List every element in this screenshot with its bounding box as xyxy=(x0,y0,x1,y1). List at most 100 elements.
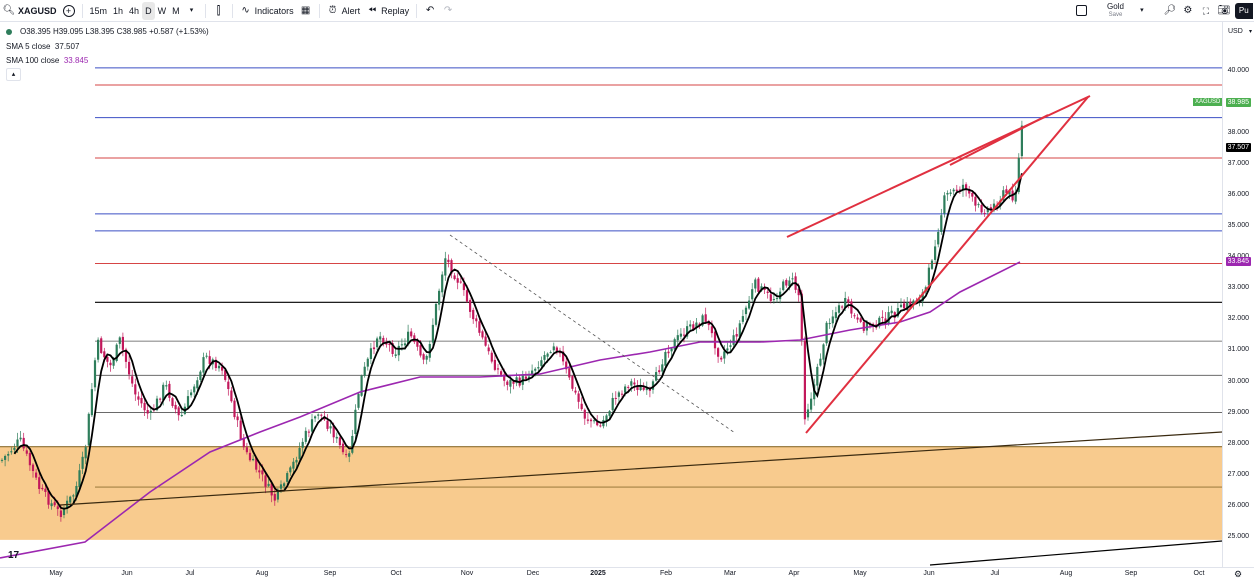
candle-body xyxy=(190,392,193,396)
candle-body xyxy=(465,290,469,302)
candle-body xyxy=(785,279,788,286)
candle-body xyxy=(614,397,617,399)
time-axis[interactable]: May Jun Jul Aug Sep Oct Nov Dec 2025 Feb Mar Apr May… xyxy=(0,550,1254,581)
indicators-button[interactable]: ∿ Indicators xyxy=(237,2,297,20)
candle-body xyxy=(270,483,273,496)
interval-15m-button[interactable]: 15m xyxy=(89,5,108,16)
publish-button[interactable]: Pu xyxy=(1234,2,1253,19)
compare-button[interactable]: + xyxy=(60,2,78,20)
currency-dropdown-icon[interactable]: ▾ xyxy=(1248,29,1252,35)
candle-body xyxy=(44,488,47,492)
candle-body xyxy=(124,349,128,362)
candle-body xyxy=(385,343,388,345)
close-value: 38.985 xyxy=(122,27,147,36)
candle-body xyxy=(168,383,171,398)
candle-body xyxy=(605,415,608,422)
price-tick: 29.000 xyxy=(1227,408,1249,416)
interval-dropdown[interactable]: ▾ xyxy=(183,2,201,20)
candle-body xyxy=(78,470,81,488)
candle-body xyxy=(593,420,596,422)
axis-settings-icon[interactable]: ⚙︎ xyxy=(1234,569,1243,579)
candle-body xyxy=(97,339,100,360)
candle-body xyxy=(822,344,825,360)
settings-button[interactable]: ⚙︎ xyxy=(1179,2,1197,20)
sma100-legend[interactable]: SMA 100 close 33.845 xyxy=(6,56,88,65)
snapshot-button[interactable]: 📷︎ xyxy=(1215,2,1233,20)
candle-body xyxy=(543,355,546,360)
candle-body xyxy=(534,368,537,371)
toolbar-divider xyxy=(318,3,320,18)
interval-4h-button[interactable]: 4h xyxy=(129,5,140,16)
candle-body xyxy=(735,334,738,337)
candle-body xyxy=(410,331,413,337)
candle-body xyxy=(639,385,642,391)
price-chart[interactable] xyxy=(0,22,1222,567)
chart-type-button[interactable]: ⫿ xyxy=(210,2,228,20)
time-tick: Jul xyxy=(185,570,195,577)
candle-body xyxy=(50,503,53,507)
layout-name-button[interactable]: Gold Save xyxy=(1104,1,1127,21)
fullscreen-button[interactable]: ⛶ xyxy=(1197,2,1215,20)
candle-body xyxy=(617,392,620,397)
candle-body xyxy=(893,312,896,318)
candle-body xyxy=(896,308,899,317)
candle-body xyxy=(555,347,558,352)
templates-button[interactable]: ▦ xyxy=(297,2,315,20)
candle-body xyxy=(506,381,509,385)
candle-body xyxy=(887,312,890,324)
candle-body xyxy=(853,315,856,317)
candle-body xyxy=(961,184,965,190)
redo-button[interactable]: ↷ xyxy=(439,2,457,20)
candle-body xyxy=(239,420,242,440)
candle-body xyxy=(540,360,543,367)
candle-body xyxy=(834,312,837,319)
quick-search-button[interactable]: 🔎︎ xyxy=(1161,2,1179,20)
candle-body xyxy=(320,414,323,416)
candle-body xyxy=(1002,190,1005,201)
interval-d-button[interactable]: D xyxy=(142,1,155,20)
candle-body xyxy=(946,192,949,195)
candle-body xyxy=(797,288,800,296)
candle-body xyxy=(230,390,233,402)
candle-body xyxy=(930,260,934,269)
candle-body xyxy=(224,370,227,380)
inner-wedge-line xyxy=(949,114,1049,166)
candle-body xyxy=(934,246,937,260)
candle-body xyxy=(537,367,540,369)
price-axis[interactable]: USD ▾ 40.00039.00038.00037.00036.00035.0… xyxy=(1222,22,1254,567)
candle-body xyxy=(791,278,794,280)
undo-button[interactable]: ↶ xyxy=(421,2,439,20)
candle-body xyxy=(360,375,363,396)
toolbar-divider xyxy=(416,3,418,18)
candle-body xyxy=(100,338,103,353)
layout-toggle-button[interactable] xyxy=(1073,2,1090,20)
candle-body xyxy=(992,203,996,210)
high-label: H xyxy=(52,27,59,36)
candle-body xyxy=(233,400,236,418)
price-tick: 31.000 xyxy=(1227,346,1249,354)
replay-button[interactable]: ⏪︎ Replay xyxy=(363,2,412,20)
time-tick: Oct xyxy=(390,570,402,577)
sma5-legend[interactable]: SMA 5 close 37.507 xyxy=(6,42,79,51)
candle-body xyxy=(648,388,651,391)
interval-m-button[interactable]: M xyxy=(172,5,180,16)
candle-body xyxy=(258,470,261,473)
interval-w-button[interactable]: W xyxy=(157,5,167,16)
candle-body xyxy=(19,437,22,440)
candle-body xyxy=(986,208,989,213)
candle-body xyxy=(431,324,434,343)
candle-body xyxy=(577,393,580,402)
interval-1h-button[interactable]: 1h xyxy=(113,5,124,16)
collapse-legend-button[interactable]: ▴ xyxy=(6,68,21,81)
candle-body xyxy=(459,281,462,283)
price-tick: 27.000 xyxy=(1227,470,1249,478)
market-status-icon xyxy=(6,28,12,35)
candle-body xyxy=(295,459,298,463)
candle-body xyxy=(103,351,106,358)
layout-dropdown[interactable]: ▾ xyxy=(1133,2,1151,20)
candle-body xyxy=(806,409,810,418)
symbol-search-button[interactable]: 🔍︎ XAGUSD xyxy=(0,2,60,20)
search-icon: 🔍︎ xyxy=(2,4,16,16)
candle-body xyxy=(955,189,958,191)
alert-button[interactable]: ⏰︎ Alert xyxy=(324,2,364,20)
